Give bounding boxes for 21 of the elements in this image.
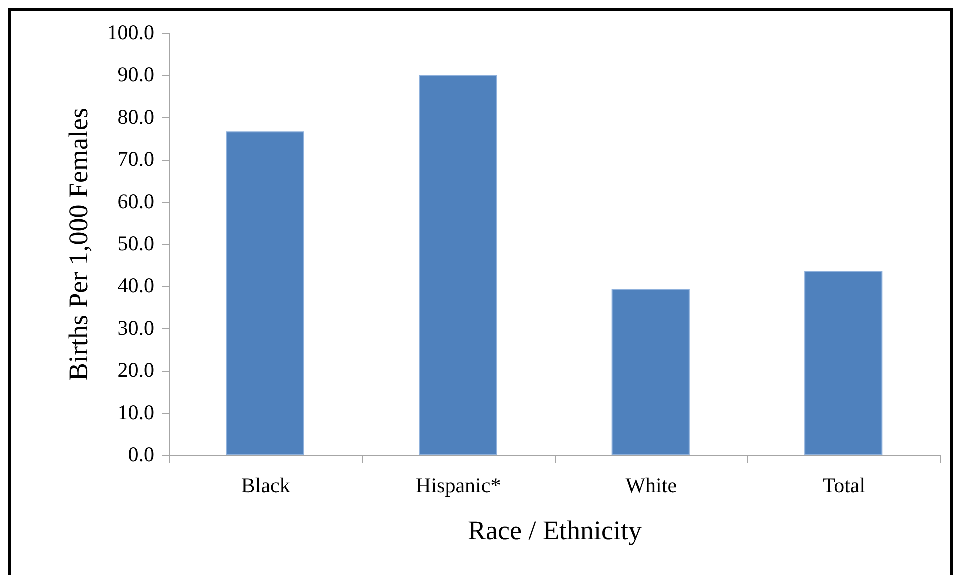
y-tick-label: 100.0 bbox=[107, 20, 154, 44]
bar bbox=[419, 76, 498, 456]
y-tick-label: 80.0 bbox=[118, 104, 154, 129]
y-tick-label: 20.0 bbox=[118, 358, 154, 382]
x-tick-label: White bbox=[626, 474, 678, 498]
x-tick-label: Hispanic* bbox=[416, 474, 502, 498]
bar bbox=[804, 271, 883, 456]
y-tick-label: 90.0 bbox=[118, 62, 154, 87]
y-tick-label: 60.0 bbox=[118, 189, 154, 214]
y-tick-label: 0.0 bbox=[128, 442, 154, 466]
y-tick-label: 40.0 bbox=[118, 274, 154, 298]
y-axis-title: Births Per 1,000 Females bbox=[63, 108, 94, 381]
x-tick-label: Total bbox=[822, 474, 866, 498]
bar bbox=[612, 290, 690, 456]
y-tick-label: 30.0 bbox=[118, 316, 154, 340]
x-axis-title: Race / Ethnicity bbox=[468, 516, 642, 546]
y-tick-label: 10.0 bbox=[118, 400, 154, 424]
bar bbox=[226, 132, 304, 456]
y-tick-label: 50.0 bbox=[118, 232, 154, 256]
x-tick-label: Black bbox=[241, 474, 291, 498]
y-tick-label: 70.0 bbox=[118, 147, 154, 172]
